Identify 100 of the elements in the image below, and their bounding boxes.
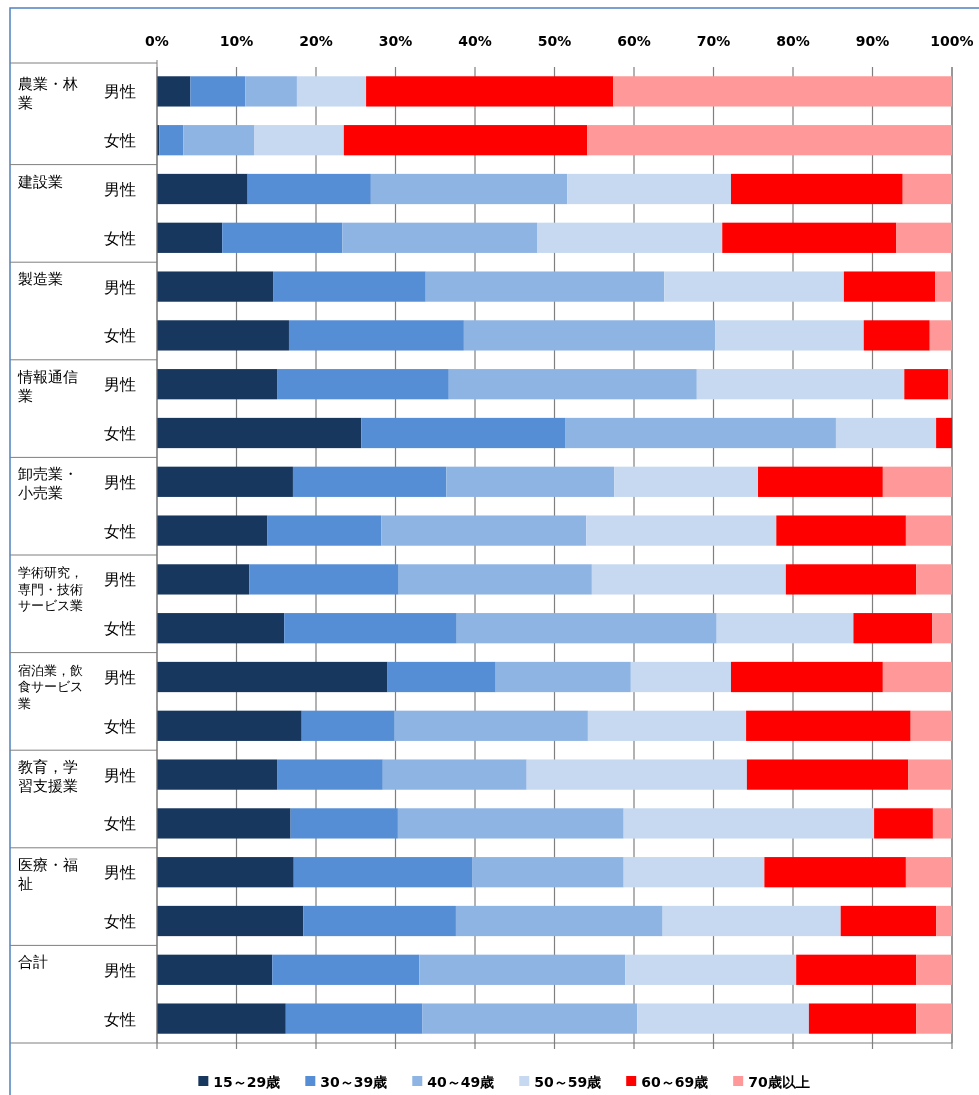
bar [716, 613, 854, 644]
y-tick-label: 女性 [104, 716, 136, 736]
bar [157, 808, 291, 839]
text: 教育，学習支援業 [18, 758, 78, 796]
text: 建設業 [17, 172, 63, 191]
bar [916, 954, 952, 985]
bar [758, 466, 883, 497]
x-tick-label: 40% [458, 33, 492, 49]
text: 農業・林業 [18, 75, 78, 112]
bar [456, 613, 717, 644]
bar [157, 661, 388, 693]
text: 卸売業・小売業 [18, 465, 78, 503]
x-tick-label: 0% [145, 33, 169, 49]
bar [932, 613, 952, 644]
y-tick-label: 男性 [104, 82, 136, 102]
bar [874, 808, 933, 839]
bar [623, 857, 765, 888]
legend-label: 60～69歳 [641, 1074, 709, 1090]
y-tick-label: 女性 [104, 521, 136, 541]
bar [623, 808, 875, 839]
legend-label: 50～59歳 [534, 1074, 602, 1090]
legend-label: 30～39歳 [320, 1074, 388, 1090]
bar [277, 369, 449, 400]
bar [567, 173, 731, 205]
bar [625, 954, 797, 985]
x-tick-label: 20% [299, 33, 333, 49]
y-tick-label: 女性 [104, 228, 136, 248]
bar [394, 710, 588, 741]
bar [796, 954, 917, 985]
bar [587, 710, 747, 741]
bar [361, 417, 566, 449]
text: 学術研究，専門・技術サービス業 [18, 565, 83, 613]
bar [157, 222, 223, 253]
bar [587, 125, 952, 156]
bar [882, 466, 952, 497]
bar [495, 661, 631, 693]
bar [370, 173, 568, 205]
bar [285, 1003, 423, 1034]
bar [157, 710, 302, 741]
bar [157, 905, 304, 937]
bar [157, 515, 268, 546]
bar [273, 271, 426, 302]
bar [730, 661, 883, 693]
bar [910, 710, 952, 741]
bar [425, 271, 665, 302]
bar [835, 417, 937, 449]
x-tick-label: 50% [537, 33, 572, 49]
bar [249, 564, 399, 595]
bar [157, 369, 278, 400]
bar [343, 125, 588, 156]
text: 情報通信業 [17, 367, 78, 405]
bar [902, 173, 952, 205]
bar [455, 905, 663, 937]
y-tick-label: 男性 [104, 668, 136, 687]
y-tick-label: 女性 [104, 619, 136, 639]
bar [785, 564, 917, 595]
bar [303, 905, 456, 937]
bar [896, 222, 952, 253]
bar [366, 76, 614, 107]
bar [159, 125, 184, 156]
bar [222, 222, 343, 253]
y-tick-label: 男性 [104, 472, 136, 492]
bar [526, 759, 747, 790]
bar [715, 320, 864, 351]
bar [843, 271, 936, 302]
bar [929, 320, 952, 351]
bar [746, 710, 911, 741]
bar [463, 320, 716, 351]
bar [183, 125, 254, 156]
bar [190, 76, 246, 107]
bar [591, 564, 786, 595]
bar [908, 759, 952, 790]
bar [948, 369, 952, 400]
bar [253, 125, 344, 156]
x-tick-label: 60% [617, 33, 651, 49]
bar [840, 905, 937, 937]
y-tick-label: 男性 [104, 570, 136, 590]
bar [446, 466, 615, 497]
legend-label: 40～49歳 [427, 1074, 495, 1090]
bar [613, 76, 952, 107]
y-tick-label: 女性 [104, 814, 136, 834]
bar [565, 417, 836, 449]
y-tick-label: 男性 [104, 277, 136, 297]
bar [293, 857, 473, 888]
bar [157, 954, 273, 985]
bar [808, 1003, 917, 1034]
bar [387, 661, 496, 693]
bar [157, 759, 278, 790]
x-tick-label: 10% [219, 33, 254, 49]
bar [157, 1003, 286, 1034]
x-tick-label: 70% [696, 33, 731, 49]
y-tick-label: 男性 [104, 765, 136, 785]
legend-label: 70歳以上 [748, 1074, 810, 1090]
bar [863, 320, 930, 351]
bar [776, 515, 906, 546]
bar [662, 905, 841, 937]
y-tick-label: 女性 [104, 326, 136, 346]
bar [397, 808, 624, 839]
bar [696, 369, 905, 400]
bar [381, 515, 587, 546]
